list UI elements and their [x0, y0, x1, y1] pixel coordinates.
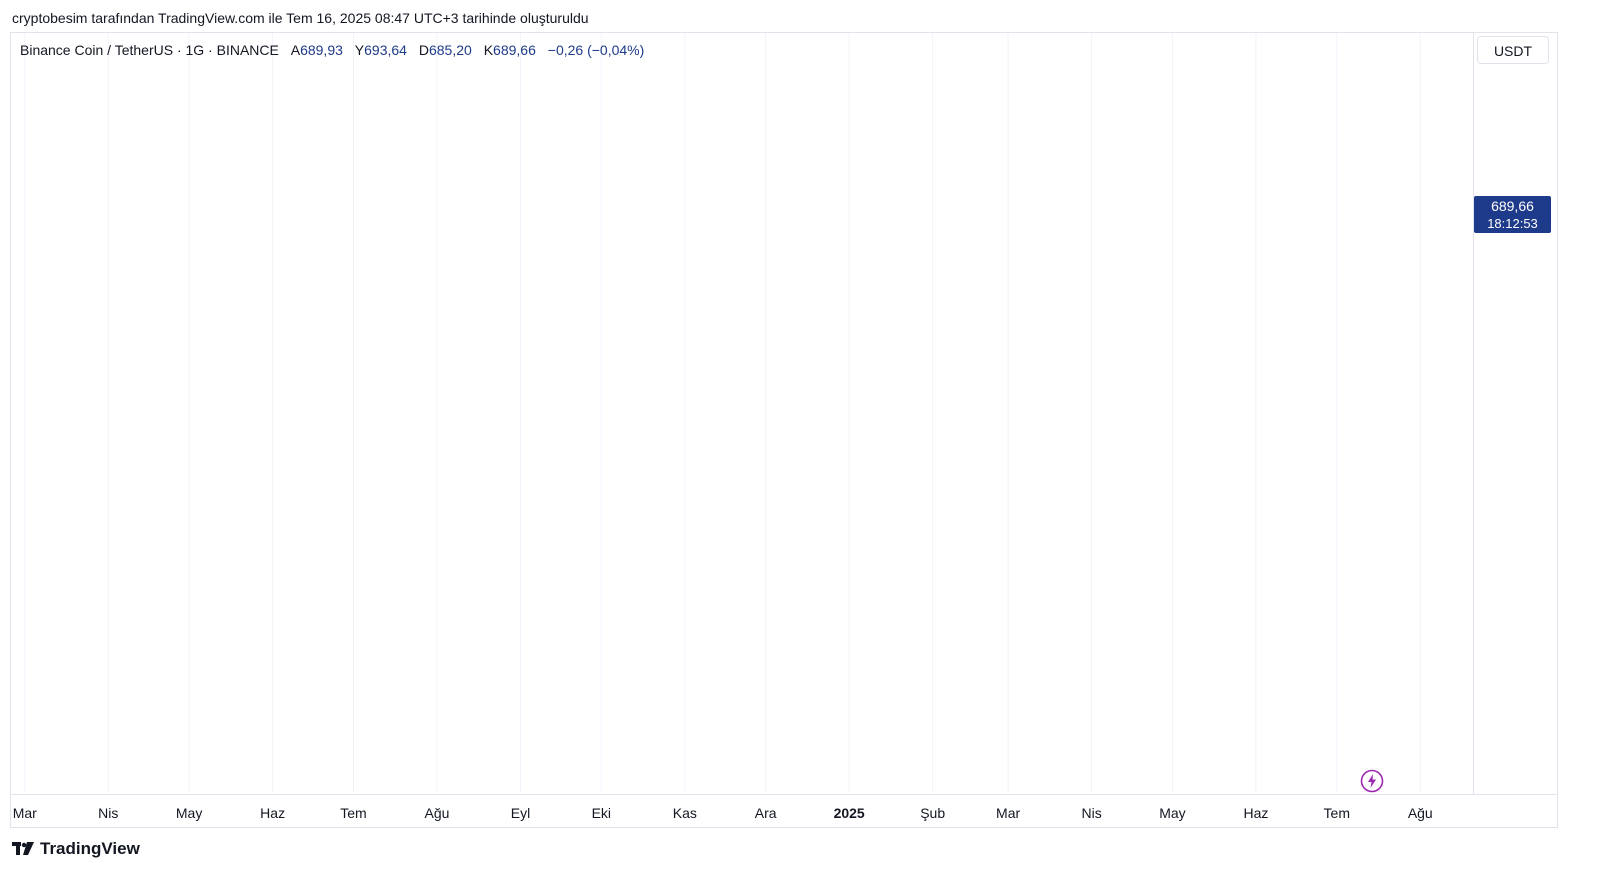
last-price: 689,66: [1491, 198, 1534, 214]
time-tick-label: Tem: [340, 805, 366, 821]
currency-selector[interactable]: USDT: [1477, 36, 1549, 64]
close-value: 689,66: [493, 42, 536, 58]
lightning-bolt-icon[interactable]: [1360, 769, 1384, 793]
time-tick-label: Kas: [673, 805, 697, 821]
bar-countdown: 18:12:53: [1487, 216, 1538, 231]
grid-lines: [24, 33, 1421, 793]
time-tick-label: May: [1159, 805, 1185, 821]
time-tick-label: 2025: [834, 805, 865, 821]
close-label: K: [483, 42, 494, 58]
time-tick-label: Mar: [996, 805, 1020, 821]
time-tick-label: Ara: [755, 805, 777, 821]
time-tick-label: Haz: [260, 805, 285, 821]
time-tick-label: Nis: [1081, 805, 1101, 821]
low-value: 685,20: [428, 42, 472, 58]
time-tick-label: Haz: [1243, 805, 1268, 821]
high-label: Y: [354, 42, 365, 58]
brand-name: TradingView: [40, 839, 140, 858]
chart-frame: [10, 32, 1558, 828]
symbol-legend[interactable]: Binance Coin / TetherUS · 1G · BINANCE A…: [20, 42, 644, 58]
high-value: 693,64: [364, 42, 407, 58]
time-axis-divider: [10, 794, 1558, 795]
symbol-name: Binance Coin / TetherUS · 1G · BINANCE: [20, 42, 279, 58]
tradingview-logo-icon: [12, 842, 34, 855]
price-axis-divider: [1473, 32, 1474, 794]
time-tick-label: May: [176, 805, 202, 821]
footer-brand[interactable]: TradingView: [12, 839, 140, 859]
chart-caption: cryptobesim tarafından TradingView.com i…: [12, 10, 589, 26]
time-tick-label: Nis: [98, 805, 118, 821]
time-tick-label: Şub: [920, 805, 945, 821]
time-tick-label: Mar: [13, 805, 37, 821]
time-tick-label: Tem: [1324, 805, 1350, 821]
open-value: 689,93: [300, 42, 343, 58]
time-tick-label: Ağu: [1408, 805, 1433, 821]
open-label: A: [290, 42, 301, 58]
change-value: −0,26 (−0,04%): [547, 42, 645, 58]
time-axis: Mar Nis May Haz Tem Ağu Eyl Eki Kas Ara 2025 Şub Mar…: [13, 805, 1433, 821]
time-tick-label: Eyl: [511, 805, 530, 821]
time-tick-label: Eki: [592, 805, 611, 821]
time-tick-label: Ağu: [425, 805, 450, 821]
last-price-tag: 689,66 18:12:53: [1474, 196, 1551, 233]
low-label: D: [418, 42, 429, 58]
